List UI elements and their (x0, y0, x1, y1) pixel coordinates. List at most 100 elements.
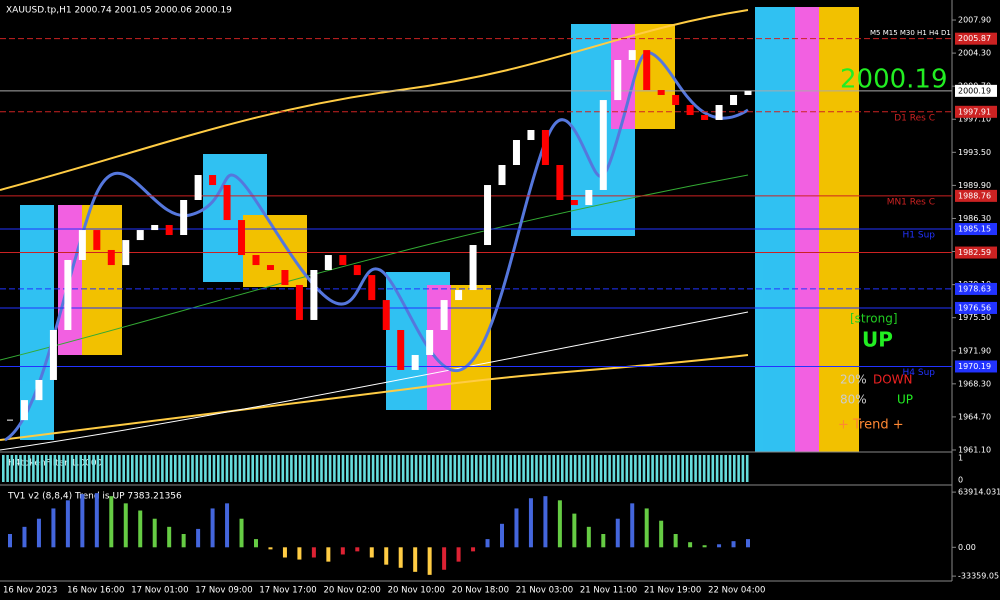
level-tag (955, 360, 997, 373)
candle (614, 59, 622, 101)
filter-bar (217, 455, 220, 482)
x-tick-label: 21 Nov 19:00 (644, 586, 701, 596)
filter-bar (427, 455, 431, 482)
osc-bar (22, 526, 27, 548)
filter-bar (638, 455, 641, 482)
filter-bar (595, 455, 598, 482)
osc-bar (210, 508, 215, 548)
osc-bar (398, 547, 403, 568)
filter-bar (664, 455, 667, 482)
candle (20, 400, 28, 421)
osc-bar (688, 542, 693, 548)
level-label: 1982.59 (958, 248, 991, 257)
filter-bar (251, 455, 254, 482)
filter-bar (139, 455, 143, 482)
x-tick-label: 20 Nov 10:00 (388, 586, 445, 596)
filter-bar (315, 455, 319, 482)
candle (353, 265, 361, 276)
filter-bar (311, 455, 315, 482)
osc-bar (659, 520, 664, 548)
y-tick-label: 1975.50 (958, 313, 991, 322)
osc-bar (572, 513, 577, 548)
filter-bar (303, 455, 306, 482)
filter-bar (393, 455, 396, 482)
osc-bar (528, 498, 533, 548)
osc-bar (442, 547, 447, 570)
filter-bar (109, 455, 113, 482)
price-display: 2000.19 (840, 65, 948, 95)
filter-bar (483, 455, 487, 482)
candle (49, 329, 57, 380)
trend-line (4, 51, 749, 442)
level-tag (955, 84, 997, 97)
candle (411, 354, 419, 370)
filter-bar (363, 455, 366, 482)
filter-bar (728, 455, 732, 482)
filter-bar (733, 455, 736, 482)
filter-bar (307, 455, 310, 482)
osc-bar (94, 493, 99, 548)
filter-bar (487, 455, 491, 482)
filter-bar (677, 455, 680, 482)
candle (151, 224, 159, 231)
filter-bar (118, 455, 121, 482)
candle (570, 200, 578, 206)
level-text: H1 Sup (903, 231, 936, 241)
filter-bar (380, 455, 383, 482)
filter-bar (522, 455, 525, 482)
candle (252, 255, 260, 266)
y-tick-label: 2007.90 (958, 16, 991, 25)
filter-bar (268, 455, 272, 482)
trend-label: + Trend + (838, 418, 904, 433)
filter-bar (358, 455, 362, 482)
down-label: DOWN (873, 373, 913, 387)
candle (701, 115, 709, 120)
filter-bar (281, 455, 285, 482)
filter-bar (10, 455, 14, 482)
filter-bar (548, 455, 551, 482)
osc-bar (644, 508, 649, 548)
filter-bar (178, 455, 181, 482)
filter-bar (148, 455, 151, 482)
filter-bar (444, 455, 448, 482)
filter-bar (346, 455, 349, 482)
filter-bar (535, 455, 538, 482)
filter-bar (88, 455, 91, 482)
filter-bar (457, 455, 461, 482)
filter-bar (66, 455, 70, 482)
filter-bar (298, 455, 302, 482)
filter-bar (401, 455, 405, 482)
filter-bar (143, 455, 147, 482)
filter-bar (647, 455, 650, 482)
filter-bar (328, 455, 332, 482)
osc-bar (80, 494, 85, 548)
y-tick-label: 1971.90 (958, 346, 991, 355)
filter-bar (96, 455, 100, 482)
up-label: UP (897, 393, 913, 407)
filter-bar (565, 455, 568, 482)
filter-bar (83, 455, 87, 482)
filter-bar (23, 455, 27, 482)
filter-bar (294, 455, 297, 482)
candle (310, 270, 318, 320)
filter-bar (57, 455, 61, 482)
filter-bar (126, 455, 130, 482)
filter-bar (509, 455, 512, 482)
filter-bar (204, 455, 207, 482)
osc-bar (485, 539, 490, 548)
filter-bar (561, 455, 564, 482)
filter-bar (350, 455, 353, 482)
x-tick-label: 17 Nov 17:00 (259, 586, 316, 596)
filter-bar (212, 455, 216, 482)
candle (498, 164, 506, 186)
filter-bar (599, 455, 603, 482)
filter-bar (655, 455, 659, 482)
level-label: 1978.63 (958, 284, 991, 293)
filter-bar (195, 455, 199, 482)
candle (730, 94, 738, 106)
filter-bar (500, 455, 504, 482)
filter-bar (384, 455, 388, 482)
candle (180, 200, 188, 236)
x-tick-label: 17 Nov 01:00 (131, 586, 188, 596)
filter-bar (419, 455, 422, 482)
